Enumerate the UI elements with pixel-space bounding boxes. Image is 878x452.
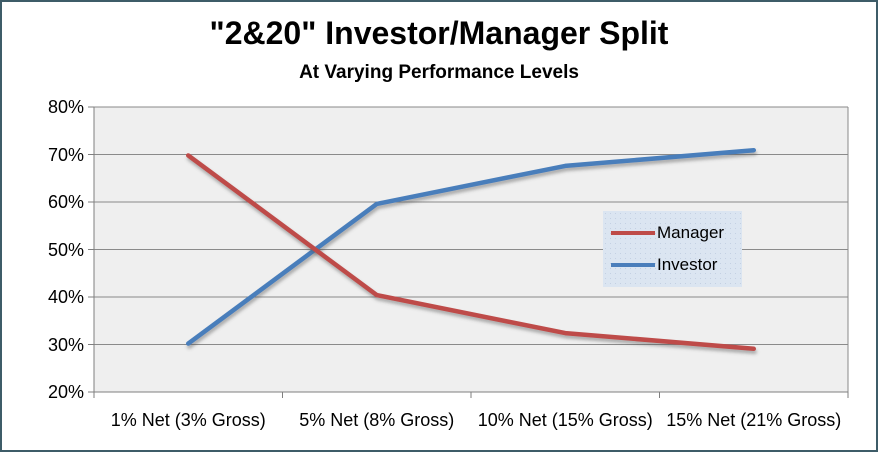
x-label-category-1: 1% Net (3% Gross) [110, 410, 266, 430]
legend: Manager Investor [603, 211, 742, 287]
y-tick-60: 60% [47, 192, 84, 212]
y-tick-20: 20% [47, 382, 84, 402]
investor-line-swatch [611, 263, 655, 267]
manager-line-swatch [611, 231, 655, 235]
x-label-category-4: 15% Net (21% Gross) [666, 410, 842, 430]
x-label-category-3: 10% Net (15% Gross) [477, 410, 653, 430]
y-tick-80: 80% [47, 97, 84, 117]
y-tick-70: 70% [47, 144, 84, 165]
y-tick-30: 30% [47, 334, 84, 355]
legend-label-manager: Manager [657, 223, 725, 242]
legend-item-manager: Manager [611, 223, 742, 243]
y-tick-50: 50% [47, 239, 84, 260]
y-tick-40: 40% [47, 287, 84, 307]
legend-label-investor: Investor [657, 255, 718, 274]
x-label-category-2: 5% Net (8% Gross) [299, 410, 455, 430]
chart-title: "2&20" Investor/Manager Split [209, 15, 669, 51]
legend-item-investor: Investor [611, 255, 742, 275]
chart-subtitle: At Varying Performance Levels [299, 62, 579, 83]
